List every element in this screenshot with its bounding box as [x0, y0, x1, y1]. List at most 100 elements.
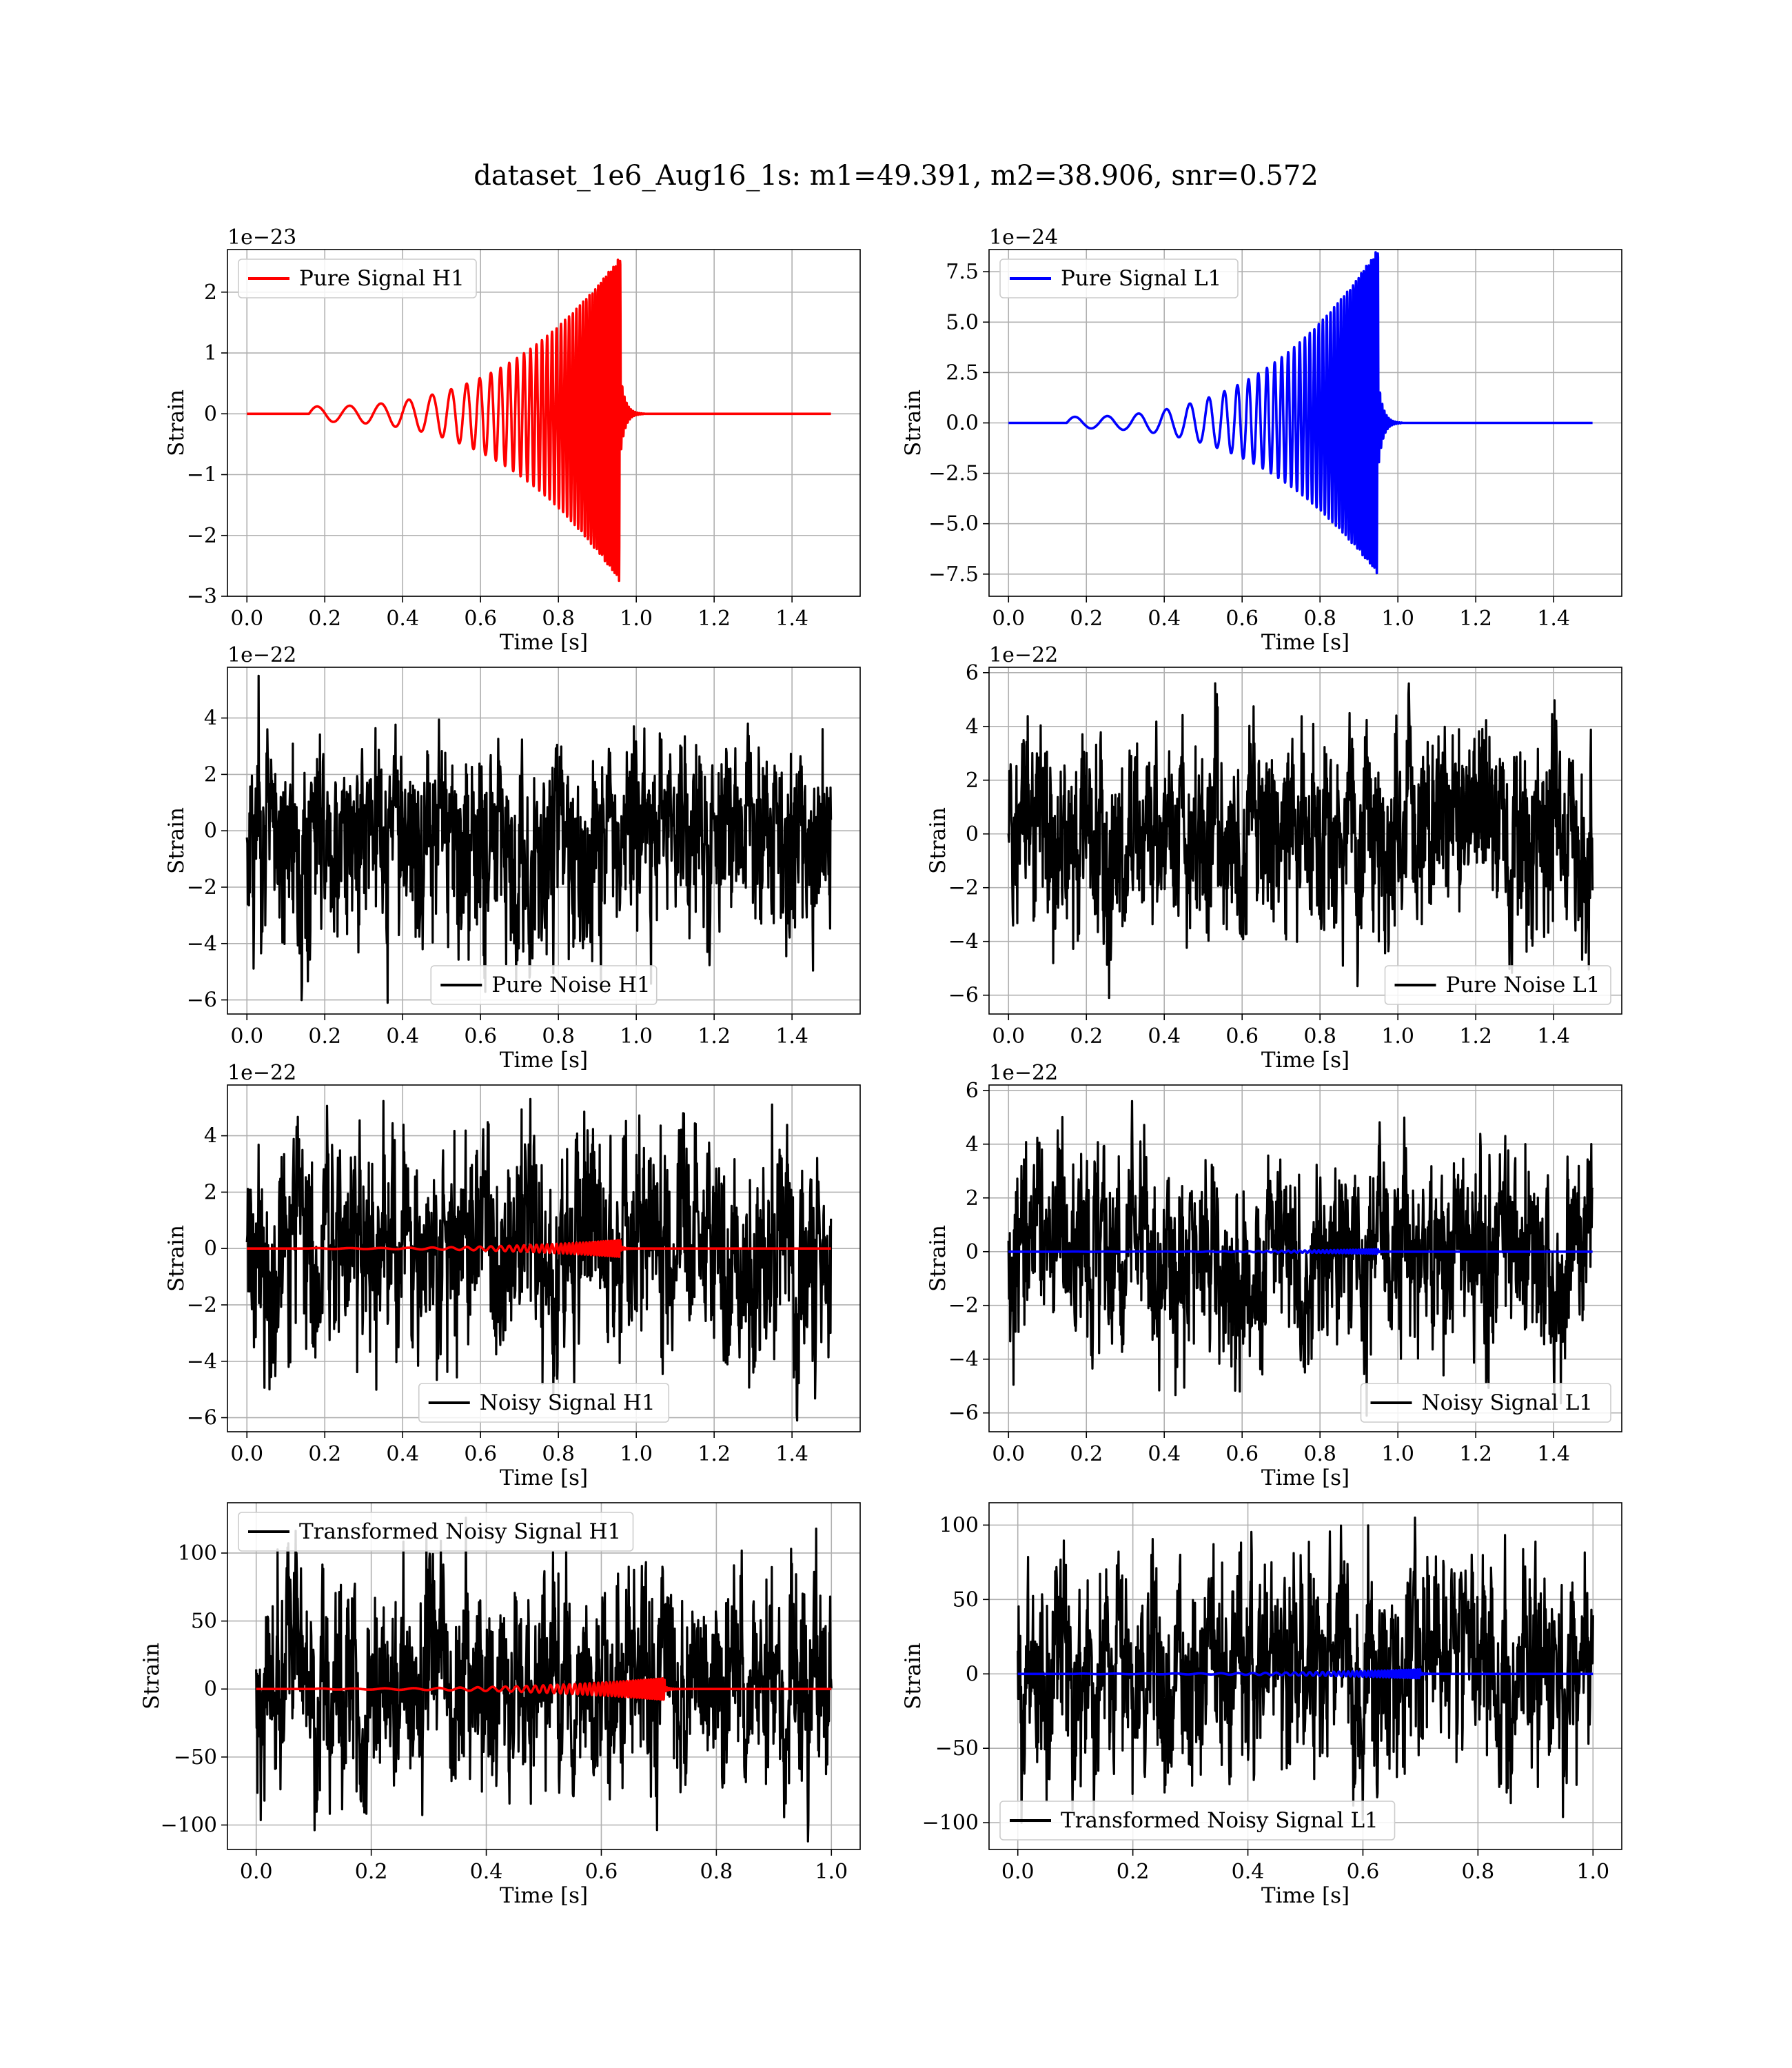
y-tick-label: −2	[948, 876, 979, 900]
y-tick-label: −5.0	[928, 512, 979, 536]
y-tick-label: −3	[187, 585, 217, 609]
y-axis-label: Strain	[901, 1643, 926, 1710]
x-tick-label: 0.6	[464, 1024, 497, 1048]
subplot-l1-pure-noise: 0.0 0.2 0.4 0.6 0.8 1.0 1.2 1.4 −6 −4 −2 0 2 4 6 Time […	[926, 643, 1622, 1073]
axes-frame	[988, 1084, 1622, 1432]
y-axis-label: Strain	[164, 389, 189, 456]
x-tick-label: 0.4	[386, 1024, 419, 1048]
legend: Pure Signal L1	[999, 258, 1239, 298]
legend-box	[418, 1383, 670, 1423]
x-tick-label: 0.8	[700, 1860, 733, 1884]
y-tick-label: 50	[953, 1588, 979, 1612]
x-axis-label: Time [s]	[500, 1466, 588, 1490]
x-tick-label: 0.4	[1148, 1024, 1181, 1048]
subplot-h1-transformed: 0.0 0.2 0.4 0.6 0.8 1.0 −100 −50 0 50 100 Time [s] S…	[139, 1502, 861, 1908]
x-tick-label: 0.2	[1117, 1860, 1150, 1884]
axes-frame	[227, 1084, 861, 1432]
x-tick-label: 0.0	[240, 1860, 273, 1884]
x-axis-label: Time [s]	[1261, 1466, 1350, 1490]
legend-box	[1360, 1383, 1611, 1423]
x-tick-label: 0.0	[230, 607, 263, 631]
series-line-transformed-noisy-signal-l1	[1017, 1517, 1594, 1824]
x-axis-label: Time [s]	[500, 1048, 588, 1073]
y-tick-label: −2.5	[928, 462, 979, 486]
x-tick-label: 1.4	[1537, 1442, 1570, 1466]
y-tick-label: −4	[948, 1348, 979, 1372]
x-tick-label: 0.6	[464, 607, 497, 631]
x-tick-label: 1.0	[620, 607, 653, 631]
y-tick-label: 4	[966, 1133, 979, 1157]
legend-label: Transformed Noisy Signal L1	[1061, 1808, 1378, 1833]
axes-frame	[227, 249, 861, 597]
x-tick-label: 1.0	[815, 1860, 848, 1884]
legend: Pure Noise L1	[1384, 965, 1611, 1005]
y-tick-label: 0	[966, 1662, 979, 1686]
x-tick-label: 1.0	[620, 1024, 653, 1048]
legend-label: Noisy Signal L1	[1422, 1390, 1594, 1415]
x-tick-label: 0.4	[386, 1442, 419, 1466]
y-tick-label: 4	[204, 1124, 217, 1148]
y-tick-label: 0	[204, 1677, 217, 1701]
y-tick-label: −4	[187, 1350, 217, 1374]
y-tick-label: −6	[948, 984, 979, 1008]
x-tick-label: 0.8	[1303, 607, 1336, 631]
x-tick-label: 1.2	[698, 1442, 731, 1466]
x-tick-label: 0.0	[992, 607, 1025, 631]
x-tick-label: 0.0	[230, 1442, 263, 1466]
series-line-pure-noise-l1	[1007, 682, 1594, 1000]
x-tick-label: 0.4	[1148, 1442, 1181, 1466]
x-tick-label: 0.2	[355, 1860, 388, 1884]
y-tick-label: 2	[966, 769, 979, 793]
y-tick-label: 1	[204, 341, 217, 365]
y-tick-label: 0	[204, 1237, 217, 1261]
x-tick-label: 0.6	[1225, 1442, 1259, 1466]
x-tick-label: 0.8	[542, 1442, 575, 1466]
y-tick-label: −50	[935, 1736, 979, 1761]
x-tick-label: 0.4	[470, 1860, 503, 1884]
y-axis-label: Strain	[139, 1643, 164, 1710]
y-tick-label: 2	[204, 762, 217, 787]
x-axis-label: Time [s]	[1261, 1048, 1350, 1073]
x-tick-label: 1.2	[1459, 607, 1492, 631]
x-tick-label: 0.2	[308, 1442, 341, 1466]
y-axis-label: Strain	[926, 807, 950, 874]
y-tick-label: −2	[187, 1293, 217, 1317]
x-tick-label: 0.6	[1347, 1860, 1380, 1884]
x-tick-label: 1.4	[775, 1024, 808, 1048]
y-tick-label: 6	[966, 1079, 979, 1103]
x-tick-label: 0.4	[1148, 607, 1181, 631]
y-tick-label: −2	[187, 524, 217, 548]
y-offset-label: 1e−22	[989, 643, 1058, 667]
x-tick-label: 0.0	[992, 1024, 1025, 1048]
y-axis-label: Strain	[926, 1225, 950, 1292]
legend-label: Noisy Signal H1	[480, 1390, 655, 1415]
x-tick-label: 1.0	[620, 1442, 653, 1466]
series-line-noisy-signal-h1	[245, 1097, 833, 1422]
y-tick-label: 6	[966, 661, 979, 685]
y-tick-label: 2	[204, 1180, 217, 1204]
y-axis-label: Strain	[901, 389, 926, 456]
series-line-pure-signal-h1	[245, 258, 833, 582]
y-tick-label: −6	[187, 989, 217, 1013]
x-tick-label: 0.0	[992, 1442, 1025, 1466]
legend-box	[999, 258, 1239, 298]
x-axis-label: Time [s]	[500, 1883, 588, 1908]
series-line-h1-transformed-overlay	[255, 1677, 833, 1701]
x-tick-label: 0.4	[1232, 1860, 1265, 1884]
legend: Pure Signal H1	[238, 258, 477, 298]
subplot-l1-noisy-signal: 0.0 0.2 0.4 0.6 0.8 1.0 1.2 1.4 −6 −4 −2 0 2 4 6 Time […	[926, 1061, 1622, 1490]
x-tick-label: 0.8	[1303, 1442, 1336, 1466]
x-tick-label: 0.4	[386, 607, 419, 631]
legend-box	[238, 258, 477, 298]
x-tick-label: 0.2	[308, 607, 341, 631]
legend-label: Transformed Noisy Signal H1	[299, 1519, 621, 1544]
subplot-l1-pure-signal: 0.0 0.2 0.4 0.6 0.8 1.0 1.2 1.4 −7.5 −5.0 −2.5 0.0 2…	[901, 225, 1622, 655]
y-tick-label: −50	[174, 1745, 217, 1770]
series-line-noisy-signal-l1	[1007, 1099, 1594, 1417]
x-tick-label: 1.0	[1576, 1860, 1609, 1884]
x-tick-label: 1.0	[1381, 607, 1414, 631]
y-tick-label: 4	[204, 707, 217, 731]
grid	[227, 250, 860, 597]
y-tick-label: 0	[966, 822, 979, 847]
y-tick-label: 0	[204, 402, 217, 426]
